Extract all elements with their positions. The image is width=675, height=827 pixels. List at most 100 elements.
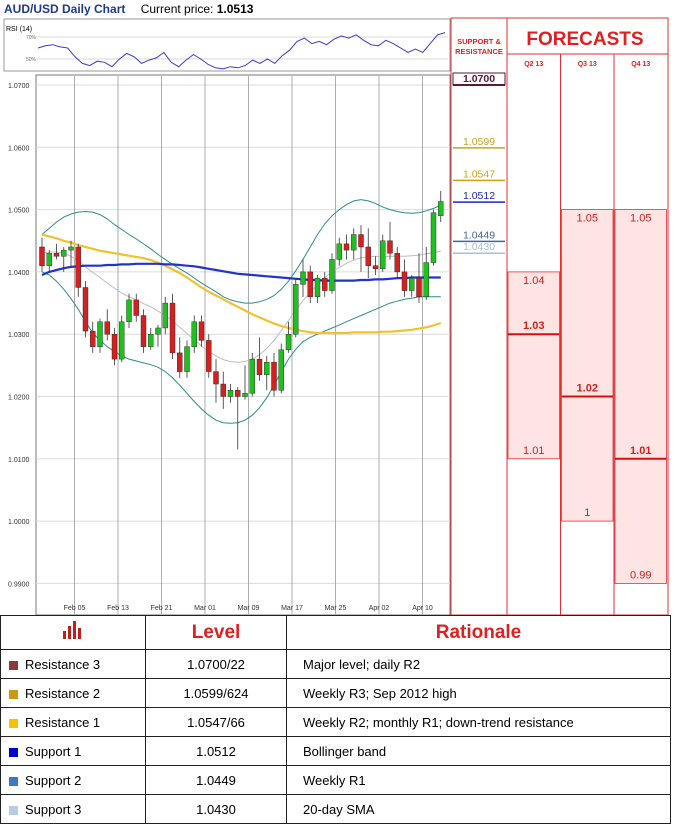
candle-down: [177, 352, 183, 372]
chart-header: AUD/USD Daily Chart Current price: 1.051…: [0, 0, 450, 18]
candle-up: [184, 346, 190, 372]
candle-up: [227, 390, 234, 397]
candle-down: [358, 234, 364, 248]
candle-down: [387, 240, 393, 254]
y-axis-labels: 1.0700 1.0600 1.0500 1.0400 1.0300 1.0200 1.01…: [8, 83, 30, 588]
candle-down: [140, 315, 147, 347]
y-tick-label: 1.0100: [8, 457, 30, 464]
rsi-label: RSI (14): [6, 26, 32, 33]
table-row: Resistance 2 1.0599/624 Weekly R3; Sep 201…: [0, 678, 671, 708]
candle-up: [191, 321, 197, 347]
candle-down: [82, 287, 89, 332]
bb_mid-line: [41, 250, 441, 363]
candle-down: [39, 246, 45, 266]
candle-down: [256, 358, 263, 375]
candle-down: [343, 243, 350, 251]
rsi-panel: [3, 18, 451, 72]
rsi-tick-low: 50%: [26, 57, 37, 63]
level-value: 1.0547/66: [145, 707, 287, 737]
level-name-cell: Support 3: [0, 794, 146, 824]
level-value: 1.0700/22: [145, 649, 287, 679]
candle-up: [380, 240, 386, 269]
support-resistance-column: [450, 17, 508, 615]
candle-up: [285, 334, 292, 350]
sr-level-label: 1.0700: [463, 73, 495, 85]
forecast-low-label: 0.99: [630, 569, 651, 581]
y-tick-label: 1.0600: [8, 145, 30, 152]
rationale-header: Rationale: [286, 615, 671, 650]
y-tick-label: 1.0700: [8, 83, 30, 90]
ma100-line: [41, 233, 442, 335]
candle-up: [293, 284, 299, 335]
table-row: Support 1 1.0512 Bollinger band: [0, 736, 671, 766]
y-tick-label: 0.9900: [8, 581, 30, 588]
forecasts-header: FORECASTS: [526, 29, 643, 50]
y-tick-label: 1.0300: [8, 332, 30, 339]
forecast-mid-label: 1.02: [577, 383, 598, 395]
level-name-cell: Resistance 3: [0, 649, 146, 679]
level-value: 1.0599/624: [145, 678, 287, 708]
candle-up: [46, 253, 52, 266]
candle-up: [68, 246, 74, 251]
candle-down: [271, 362, 277, 391]
candle-down: [416, 277, 422, 298]
level-name: Support 1: [25, 743, 82, 759]
candle-up: [119, 321, 125, 360]
indicator-lines: [41, 199, 442, 424]
candle-down: [75, 246, 81, 288]
x-tick-label: Mar 01: [194, 605, 216, 612]
candle-up: [242, 393, 248, 397]
candle-down: [365, 246, 371, 266]
candle-up: [336, 243, 342, 260]
y-tick-label: 1.0500: [8, 208, 30, 215]
candle-down: [394, 253, 400, 273]
forecast-columns: Q2 13 1.04 1.03 1.01 Q3 13 1.05 1.02 1 Q4 13 1.05…: [507, 54, 667, 615]
y-tick-label: 1.0000: [8, 519, 30, 526]
chart-title: AUD/USD Daily Chart: [4, 2, 126, 16]
level-rationale: Weekly R3; Sep 2012 high: [286, 678, 671, 708]
candle-up: [126, 299, 132, 322]
level-name: Resistance 2: [25, 685, 101, 701]
level-color-swatch: [9, 718, 18, 728]
level-rationale: Weekly R2; monthly R1; down-trend resist…: [286, 707, 671, 737]
candle-up: [423, 262, 429, 298]
rsi-line: [37, 32, 446, 70]
candle-up: [409, 277, 415, 291]
candle-down: [169, 302, 176, 354]
forecast-quarter-label: Q4 13: [631, 61, 650, 68]
candle-down: [213, 371, 219, 385]
x-tick-label: Apr 02: [369, 605, 390, 612]
forecast-low-label: 1: [584, 507, 590, 519]
level-name: Resistance 3: [25, 656, 101, 672]
x-axis-labels: Feb 05 Feb 13 Feb 21 Mar 01 Mar 09 Mar 17 Mar …: [64, 605, 433, 612]
x-tick-label: Feb 05: [64, 605, 86, 612]
forecast-range-box: [614, 209, 667, 584]
forecast-quarter-label: Q3 13: [578, 61, 597, 68]
candle-down: [90, 330, 96, 347]
rsi-line-group: [37, 32, 446, 70]
level-name-cell: Support 1: [0, 736, 146, 766]
level-value: 1.0449: [145, 765, 287, 795]
candle-down: [111, 334, 118, 360]
candles: [39, 190, 444, 450]
candle-up: [61, 249, 67, 257]
candle-up: [438, 201, 444, 217]
level-name-cell: Support 2: [0, 765, 146, 795]
candle-up: [97, 321, 103, 347]
y-tick-label: 1.0400: [8, 270, 30, 277]
candle-up: [264, 362, 270, 375]
level-color-swatch: [9, 747, 18, 757]
levels-table-body: Resistance 3 1.0700/22 Major level; daily …: [0, 649, 671, 824]
chart-area: RSI (14) 70% 50% 1.07001.06001.05001.040…: [3, 17, 669, 615]
sr-level-label: 1.0449: [463, 229, 495, 241]
level-color-swatch: [9, 805, 18, 815]
candle-down: [372, 265, 379, 269]
candle-up: [300, 271, 306, 285]
x-tick-label: Mar 17: [281, 605, 303, 612]
level-rationale: Weekly R1: [286, 765, 671, 795]
forecast-high-label: 1.05: [577, 213, 598, 225]
candle-up: [329, 259, 335, 291]
candle-down: [104, 321, 110, 335]
forecast-high-label: 1.05: [630, 213, 651, 225]
candle-up: [278, 349, 284, 391]
